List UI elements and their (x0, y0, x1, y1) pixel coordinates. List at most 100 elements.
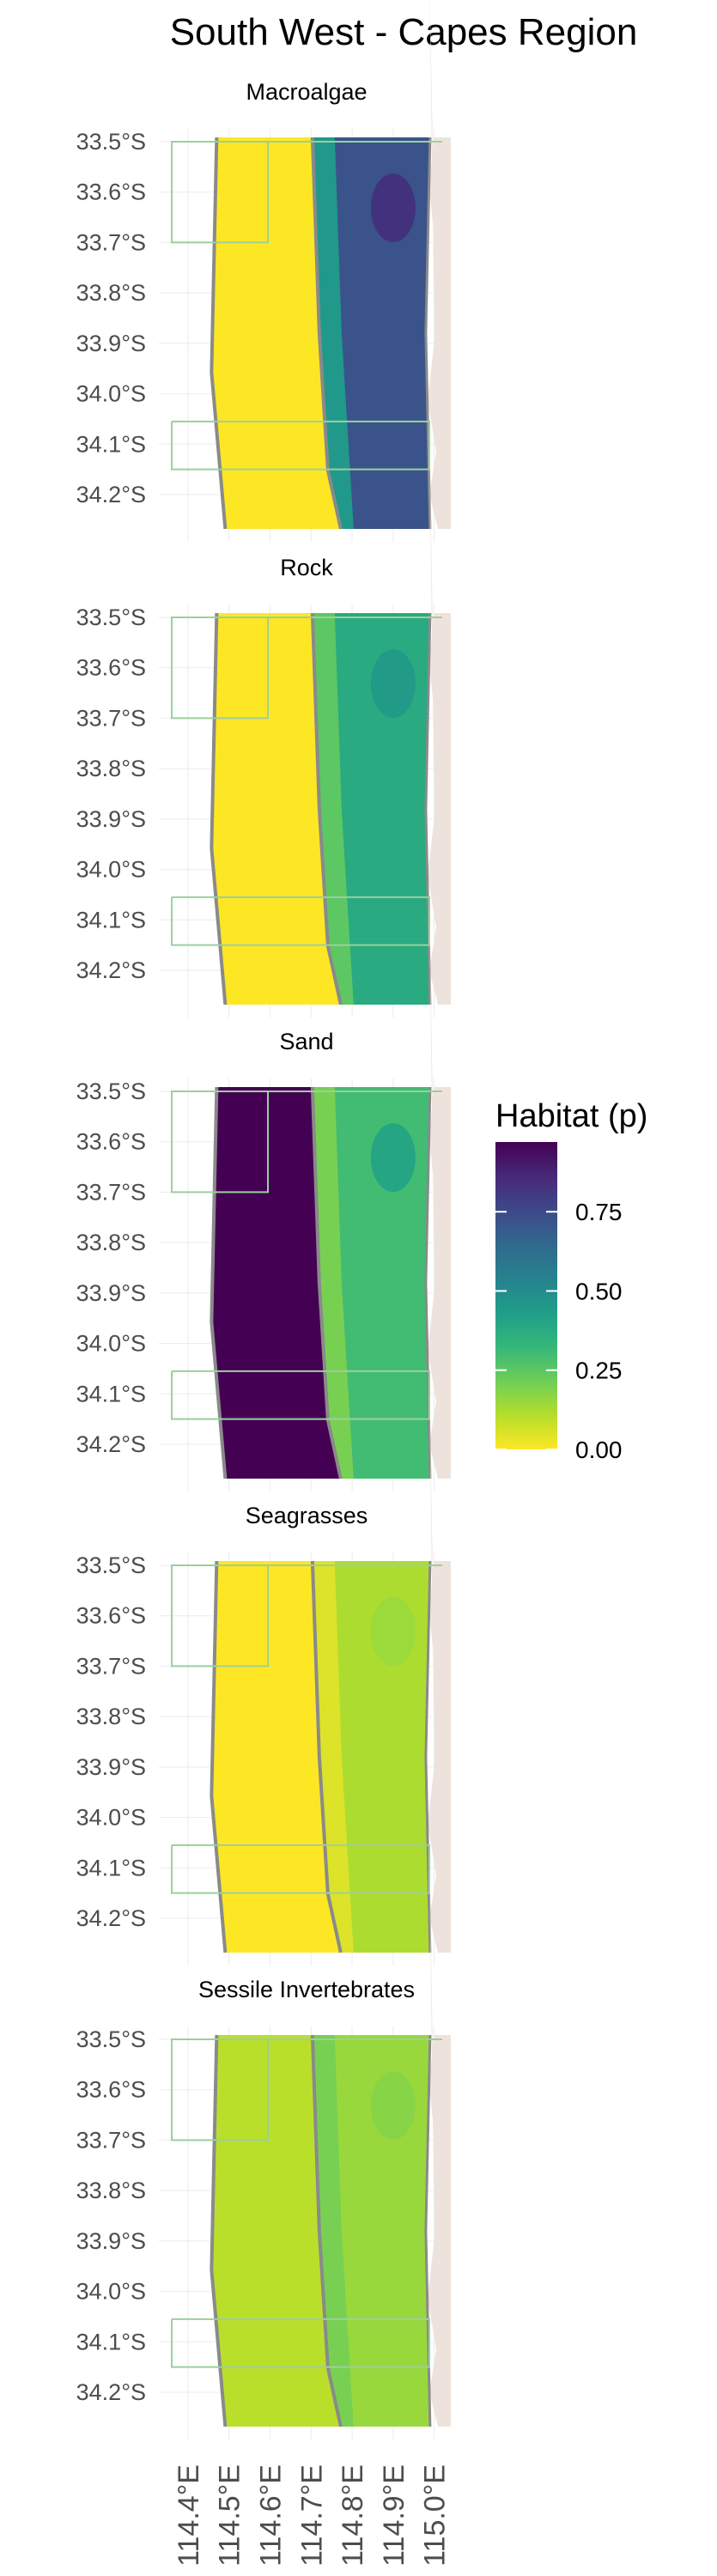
legend-ticks: 0.75 0.50 0.25 0.00 (495, 1199, 623, 1463)
panel-strip-label: Macroalgae (246, 79, 367, 105)
land-area (428, 1867, 451, 2427)
y-tick-label: 33.8°S (76, 280, 146, 306)
habitat-shelf-edge (312, 613, 354, 1005)
y-tick-label: 33.8°S (76, 2178, 146, 2203)
x-tick-label: 114.6°E (254, 2464, 287, 2567)
panel-strip-label: Sand (279, 1029, 333, 1054)
contour-shelf (310, 137, 343, 530)
panel-seagrasses: Seagrasses 33.5°S 33.6°S 33.7°S 33.8°S 33.9°S… (76, 1393, 451, 1965)
land-area (428, 919, 451, 1479)
panel-strip-label: Rock (280, 555, 333, 580)
contour-shelf (310, 612, 343, 1005)
zone-boundary-south (171, 2318, 430, 2368)
x-tick-label: 115.0°E (419, 2464, 452, 2567)
habitat-patch (370, 2071, 416, 2141)
land-area (428, 0, 451, 529)
y-tick-label: 34.0°S (76, 381, 146, 407)
y-tick-label: 33.6°S (76, 1603, 146, 1629)
y-tick-label: 33.9°S (76, 806, 146, 832)
habitat-patch (370, 1123, 416, 1193)
contour-shelf (310, 1086, 343, 1479)
y-tick-label: 33.9°S (76, 2228, 146, 2254)
habitat-shelf-edge (312, 2035, 354, 2427)
y-tick-label: 33.5°S (76, 2026, 146, 2052)
panel-strip-label: Sessile Invertebrates (198, 1977, 415, 2002)
facet-panels: Macroalgae 33.5°S 33.6°S 33.7°S 33.8°S 33.9°S… (76, 0, 451, 2439)
contour-inshore (210, 1560, 228, 1953)
zone-boundary-north (171, 617, 442, 720)
y-tick-label: 33.5°S (76, 605, 146, 630)
legend-title: Habitat (p) (495, 1098, 647, 1134)
y-tick-label: 34.1°S (76, 907, 146, 933)
legend-tick-label: 0.00 (575, 1437, 623, 1463)
y-tick-label: 33.9°S (76, 1754, 146, 1780)
panel-strip-label: Seagrasses (246, 1503, 368, 1528)
zone-boundary-south (171, 896, 430, 946)
habitat-inshore (211, 1561, 341, 1953)
y-tick-label: 33.6°S (76, 655, 146, 681)
contour-shelf (310, 2034, 343, 2427)
contour-inshore (210, 2034, 228, 2427)
habitat-patch (370, 1597, 416, 1667)
y-tick-label: 34.2°S (76, 2379, 146, 2405)
y-tick-label: 34.1°S (76, 2329, 146, 2354)
contour-inshore (210, 612, 228, 1005)
legend-tick-label: 0.75 (575, 1199, 623, 1225)
legend-colorbar (495, 1142, 557, 1449)
contour-inshore (210, 137, 228, 530)
panel-sand: Sand 33.5°S 33.6°S 33.7°S 33.8°S 33.9°S 34.0°S… (76, 919, 451, 1492)
y-tick-label: 34.2°S (76, 957, 146, 983)
zone-boundary-north (171, 2038, 442, 2142)
land-area (428, 1393, 451, 1953)
legend-tick-label: 0.25 (575, 1358, 623, 1384)
y-tick-label: 33.7°S (76, 1179, 146, 1205)
y-tick-label: 33.8°S (76, 1230, 146, 1255)
contour-inshore (210, 1086, 228, 1479)
y-tick-label: 34.2°S (76, 482, 146, 507)
habitat-patch (370, 173, 416, 243)
zone-boundary-south (171, 420, 430, 471)
y-tick-label: 33.8°S (76, 1704, 146, 1729)
y-tick-label: 34.1°S (76, 431, 146, 457)
y-tick-label: 33.7°S (76, 705, 146, 731)
legend: Habitat (p) 0.75 0.50 0.25 0.00 (495, 1098, 647, 1463)
y-tick-label: 33.7°S (76, 2127, 146, 2153)
y-tick-label: 33.6°S (76, 1129, 146, 1155)
zone-boundary-north (171, 1564, 442, 1668)
y-tick-label: 33.8°S (76, 756, 146, 781)
x-tick-label: 114.4°E (173, 2464, 205, 2567)
panel-rock: Rock 33.5°S 33.6°S 33.7°S 33.8°S 33.9°S 34.0°S… (76, 445, 451, 1018)
y-tick-label: 34.0°S (76, 857, 146, 883)
habitat-inshore (211, 1087, 341, 1479)
panel-macroalgae: Macroalgae 33.5°S 33.6°S 33.7°S 33.8°S 33.9°S… (76, 0, 451, 542)
y-tick-label: 34.2°S (76, 1431, 146, 1457)
zone-boundary-north (171, 141, 442, 244)
y-tick-label: 34.0°S (76, 2279, 146, 2305)
habitat-shelf-edge (312, 137, 354, 529)
zone-boundary-south (171, 1370, 430, 1420)
y-tick-label: 33.5°S (76, 1552, 146, 1578)
y-tick-label: 33.5°S (76, 129, 146, 155)
habitat-shelf-edge (312, 1087, 354, 1479)
y-tick-label: 33.9°S (76, 1280, 146, 1306)
y-tick-label: 33.6°S (76, 2077, 146, 2103)
contour-shelf (310, 1560, 343, 1953)
y-tick-label: 34.1°S (76, 1381, 146, 1406)
habitat-inshore (211, 137, 341, 529)
y-tick-label: 33.5°S (76, 1078, 146, 1104)
y-tick-label: 34.0°S (76, 1805, 146, 1831)
x-axis: 114.4°E 114.5°E 114.6°E 114.7°E 114.8°E 114.9… (173, 2464, 452, 2567)
y-tick-label: 33.7°S (76, 1653, 146, 1679)
legend-tick-label: 0.50 (575, 1278, 623, 1304)
x-tick-label: 114.7°E (295, 2464, 328, 2567)
panel-sessile-invertebrates: Sessile Invertebrates 33.5°S 33.6°S 33.7°S 3… (76, 1867, 451, 2439)
x-tick-label: 114.5°E (214, 2464, 246, 2567)
habitat-patch (370, 649, 416, 719)
y-tick-label: 33.6°S (76, 179, 146, 205)
y-tick-label: 33.7°S (76, 229, 146, 255)
x-tick-label: 114.8°E (337, 2464, 369, 2567)
y-tick-label: 34.2°S (76, 1905, 146, 1931)
land-area (428, 445, 451, 1005)
habitat-shelf-edge (312, 1561, 354, 1953)
